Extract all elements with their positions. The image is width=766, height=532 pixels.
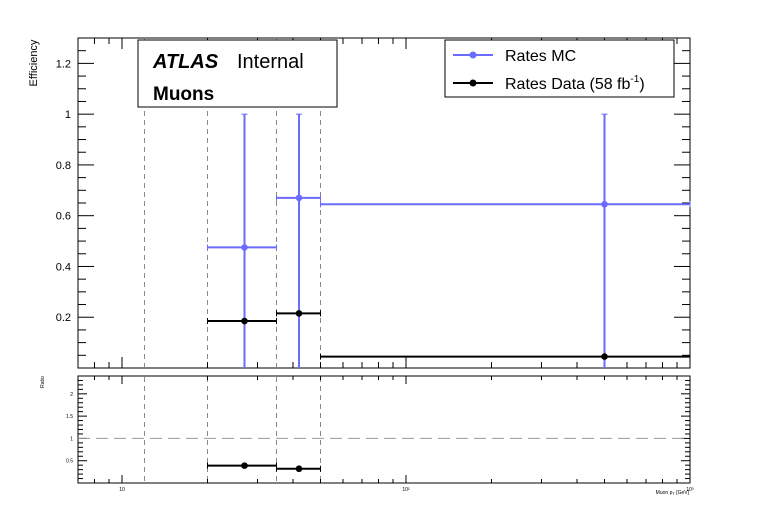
- data-point: [295, 310, 303, 317]
- legend-entry-mc: Rates MC: [453, 48, 576, 65]
- mc-point: [295, 194, 303, 202]
- legend-data-label-sup: -1: [630, 74, 639, 85]
- legend-entry-data: Rates Data (58 fb-1): [453, 74, 645, 93]
- legend-box: [444, 39, 675, 98]
- ratio-y-tick-label: 2: [70, 392, 73, 398]
- ratio-panel-frame: [77, 375, 691, 484]
- legend-mc-label: Rates MC: [505, 48, 576, 65]
- x-tick-label: 10: [119, 487, 125, 493]
- ratio-y-axis-label: Ratio: [40, 376, 46, 388]
- mc-point: [601, 200, 608, 208]
- mc-point: [241, 244, 248, 251]
- atlas-status-label: Internal: [237, 51, 304, 73]
- ratio-y-tick-label: 1: [70, 436, 73, 442]
- data-point: [241, 317, 248, 325]
- x-axis-label-unit: [GeV]: [675, 490, 690, 496]
- x-axis-label-sub: T: [672, 491, 675, 496]
- y-tick-label: 0.6: [56, 211, 71, 223]
- ratio-point: [241, 462, 248, 469]
- legend-data-label-end: ): [639, 76, 644, 93]
- data-point: [601, 353, 608, 360]
- atlas-label-box: [137, 39, 338, 108]
- y-tick-label: 1.2: [56, 58, 71, 70]
- y-tick-label: 0.8: [56, 160, 71, 172]
- x-axis-label-main: Muon p: [656, 490, 673, 496]
- atlas-label: ATLAS: [152, 51, 219, 73]
- legend-data-label-main: Rates Data (58 fb: [505, 76, 631, 93]
- x-tick-label: 10³: [686, 487, 694, 493]
- x-axis-label: Muon pT [GeV]: [656, 490, 690, 496]
- muons-label: Muons: [153, 84, 214, 105]
- y-tick-label: 1: [65, 109, 71, 121]
- legend-mc-marker: [469, 51, 477, 59]
- ratio-point: [295, 465, 303, 473]
- x-tick-label: 10²: [402, 487, 410, 493]
- y-axis-label: Efficiency: [28, 39, 40, 86]
- y-tick-label: 0.2: [56, 312, 71, 324]
- legend-data-label: Rates Data (58 fb-1): [505, 74, 645, 93]
- legend-data-marker: [469, 79, 477, 87]
- y-tick-label: 0.4: [56, 261, 71, 273]
- ratio-y-tick-label: 0.5: [66, 459, 73, 465]
- ratio-y-tick-label: 1.5: [66, 414, 73, 420]
